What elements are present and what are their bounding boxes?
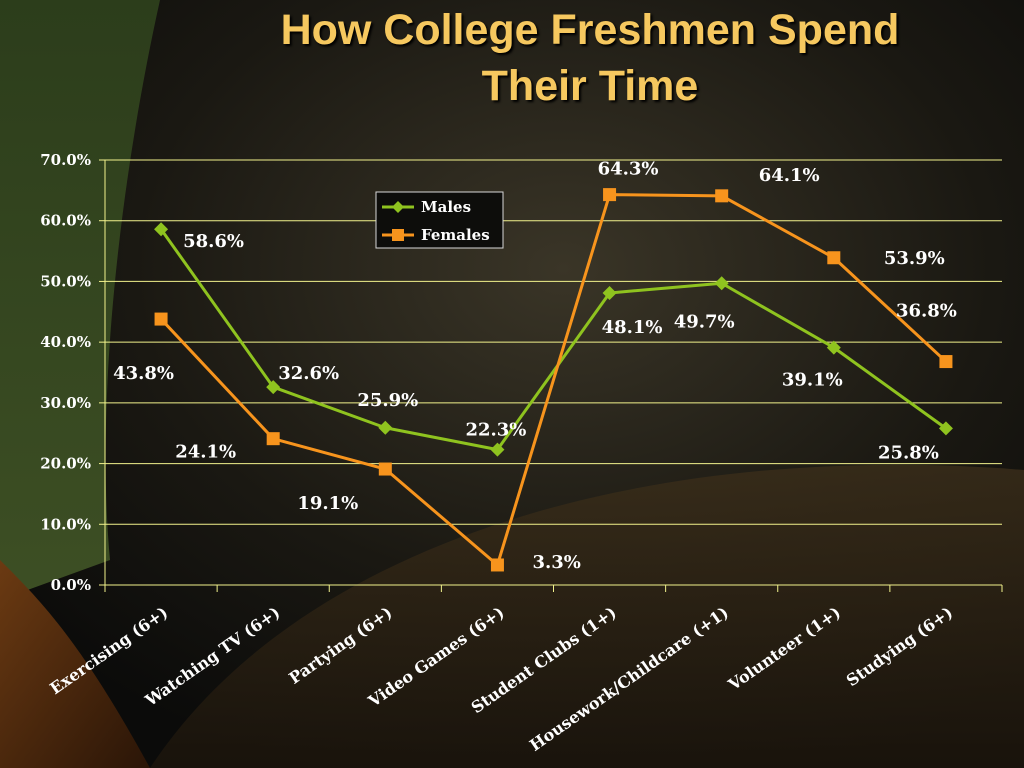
gridlines [105, 159, 1002, 525]
females-data-label: 3.3% [532, 552, 580, 573]
series-lines [159, 193, 947, 567]
males-series-line [159, 228, 947, 452]
y-axis-tick-labels: 0.0% 10.0% 20.0% 30.0% 40.0% 50.0% 60.0% 70.0% [40, 151, 91, 594]
males-data-label: 22.3% [465, 420, 526, 441]
females-point [603, 188, 617, 202]
y-tick-label: 0.0% [51, 576, 91, 594]
y-tick-label: 60.0% [40, 212, 91, 230]
title-line-2: Their Time [481, 62, 699, 110]
females-data-label: 53.9% [884, 248, 945, 269]
males-point [266, 380, 281, 395]
x-category-label: Studying (6+) [843, 603, 956, 690]
males-point [938, 421, 953, 436]
females-point [154, 312, 168, 326]
males-data-label: 25.8% [878, 442, 939, 463]
males-data-label: 32.6% [278, 363, 339, 384]
males-point [490, 442, 505, 457]
legend-females-marker [392, 229, 404, 241]
y-tick-label: 40.0% [40, 333, 91, 351]
x-category-label: Partying (6+) [285, 603, 395, 688]
x-category-label: Housework/Childcare (+1) [526, 603, 732, 755]
green-swoosh [0, 0, 160, 600]
males-point [154, 222, 169, 237]
males-point [378, 420, 393, 435]
legend-males-label: Males [421, 198, 471, 216]
females-point [715, 189, 729, 203]
females-data-label: 64.3% [598, 159, 659, 180]
males-data-label: 25.9% [357, 390, 418, 411]
females-data-label: 19.1% [297, 493, 358, 514]
males-data-label: 58.6% [183, 231, 244, 252]
x-axis-category-labels: Exercising (6+)Watching TV (6+) Partying … [46, 603, 956, 755]
y-tick-label: 70.0% [40, 151, 91, 169]
females-point [378, 462, 392, 476]
females-point [827, 251, 841, 265]
females-data-label: 36.8% [896, 301, 957, 322]
bottom-band [150, 464, 1024, 768]
axes [99, 159, 1003, 592]
females-point [266, 432, 280, 446]
x-category-label: Volunteer (1+) [724, 603, 844, 695]
y-tick-label: 30.0% [40, 394, 91, 412]
males-data-label: 39.1% [782, 370, 843, 391]
y-tick-label: 10.0% [40, 515, 91, 533]
males-data-label: 49.7% [674, 311, 735, 332]
males-data-label: 48.1% [602, 317, 663, 338]
y-tick-label: 50.0% [40, 272, 91, 290]
females-data-label: 43.8% [113, 363, 174, 384]
males-point [826, 340, 841, 355]
females-data-label: 64.1% [759, 165, 820, 186]
series-markers [154, 188, 953, 572]
females-point [939, 355, 953, 369]
title-line-1: How College Freshmen Spend [280, 6, 900, 54]
x-category-label: Exercising (6+) [46, 603, 171, 698]
females-point [490, 558, 504, 572]
brown-swoosh [0, 560, 150, 768]
y-tick-label: 20.0% [40, 455, 91, 473]
data-labels: 58.6% 32.6% 25.9% 22.3% 48.1% 49.7% 39.1% 25.8%… [113, 159, 957, 573]
legend: Males Females [375, 191, 504, 249]
females-data-label: 24.1% [175, 442, 236, 463]
males-point [602, 285, 617, 300]
females-series-line [159, 193, 947, 567]
males-point [714, 276, 729, 291]
legend-females-label: Females [421, 226, 490, 244]
legend-males-marker [392, 201, 404, 213]
chart-title: How College Freshmen Spend Their Time [160, 2, 1020, 114]
